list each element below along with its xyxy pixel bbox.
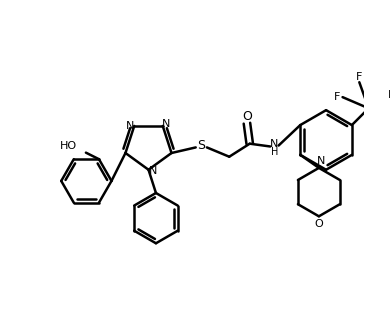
Text: F: F	[334, 92, 340, 102]
Text: F: F	[356, 72, 363, 82]
Text: N: N	[317, 156, 325, 166]
Text: S: S	[197, 139, 205, 152]
Text: N: N	[126, 121, 134, 131]
Text: O: O	[314, 219, 323, 229]
Text: N: N	[270, 139, 278, 149]
Text: H: H	[271, 147, 278, 157]
Text: F: F	[388, 90, 390, 100]
Text: O: O	[242, 110, 252, 123]
Text: HO: HO	[59, 141, 76, 151]
Text: N: N	[162, 119, 171, 129]
Text: N: N	[149, 166, 157, 176]
